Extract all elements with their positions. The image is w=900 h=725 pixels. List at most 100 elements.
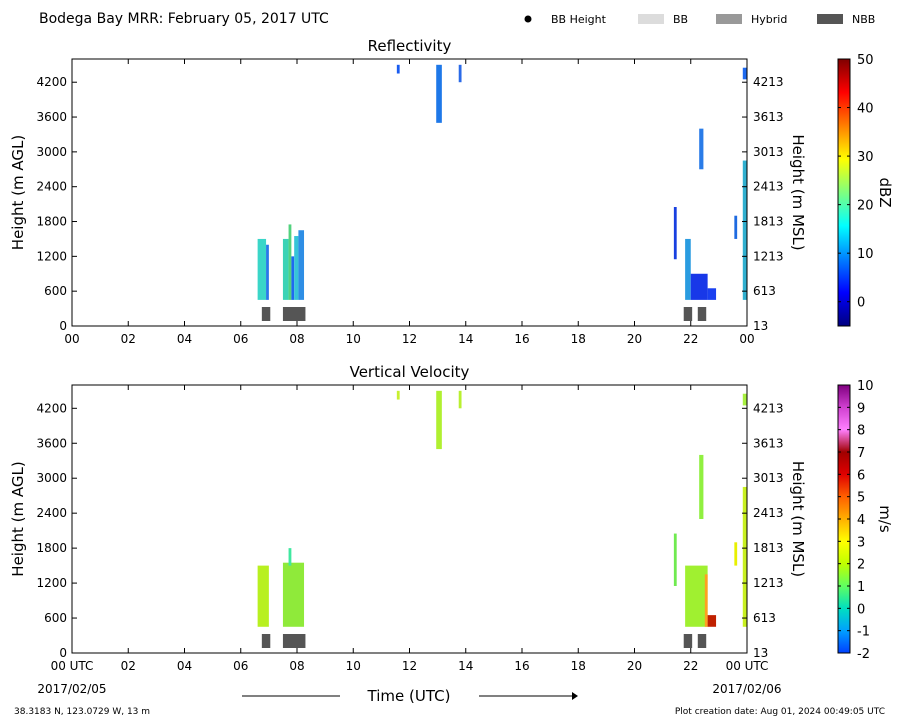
legend-label: NBB: [852, 13, 875, 26]
colorbar-tick-label: 6: [857, 468, 865, 483]
y-tick-label: 1800: [36, 215, 67, 229]
echo-cell: [291, 256, 295, 300]
colorbar-tick-label: 5: [857, 491, 865, 506]
panel-title: Reflectivity: [368, 37, 452, 55]
echo-cell: [742, 67, 747, 80]
x-tick-label: 08: [289, 332, 304, 346]
y-tick-label: 4200: [36, 75, 67, 89]
echo-cell: [742, 393, 747, 406]
colorbar-tick-label: 9: [857, 401, 865, 416]
echo-cell: [685, 565, 708, 627]
y-tick-label: 600: [44, 611, 67, 625]
colorbar-label: m/s: [876, 505, 894, 533]
x-tick-label: 04: [177, 332, 192, 346]
echo-cell: [699, 454, 704, 519]
y-tick-label: 3600: [36, 436, 67, 450]
colorbar-tick-label: 7: [857, 446, 865, 461]
echo-cell: [294, 236, 299, 300]
echo-cell: [257, 565, 269, 627]
x-tick-label: 00: [739, 332, 754, 346]
colorbar-tick-label: 30: [857, 150, 874, 165]
y-right-axis-label: Height (m MSL): [789, 134, 807, 250]
location-text: 38.3183 N, 123.0729 W, 13 m: [14, 707, 150, 717]
echo-cell: [458, 390, 462, 409]
echo-cell: [734, 215, 738, 239]
x-axis-title: Time (UTC): [367, 687, 451, 705]
x-tick-label: 02: [121, 332, 136, 346]
echo-cell: [396, 64, 400, 74]
y-tick-label: 600: [44, 284, 67, 298]
y-axis-label: Height (m AGL): [9, 135, 27, 250]
echo-cell: [458, 64, 462, 83]
nbb-marker: [261, 307, 271, 321]
y-right-tick-label: 3613: [753, 436, 784, 450]
legend: BB Height BB Hybrid NBB: [524, 13, 875, 26]
x-tick-label: 02: [121, 659, 136, 673]
y-right-tick-label: 4213: [753, 75, 784, 89]
nbb-marker: [282, 307, 306, 321]
colorbar-tick-label: 40: [857, 102, 874, 117]
legend-swatch: [817, 14, 843, 24]
x-tick-label: 20: [627, 332, 642, 346]
y-right-tick-label: 613: [753, 284, 776, 298]
echo-cell: [266, 244, 269, 300]
legend-bb-height-dot: [524, 15, 532, 23]
y-tick-label: 3000: [36, 145, 67, 159]
y-right-tick-label: 13: [753, 646, 768, 660]
legend-label: BB Height: [551, 13, 607, 26]
echo-cell: [257, 238, 267, 300]
colorbar-tick-label: 1: [857, 580, 865, 595]
echo-cell: [436, 64, 442, 123]
echo-cell: [298, 230, 305, 300]
x-tick-label: 00 UTC: [51, 659, 94, 673]
nbb-marker: [697, 634, 707, 648]
x-tick-label: 08: [289, 659, 304, 673]
y-tick-label: 0: [59, 319, 67, 333]
echo-cell: [685, 238, 691, 300]
x-tick-label: 20: [627, 659, 642, 673]
nbb-marker: [697, 307, 707, 321]
y-tick-label: 3000: [36, 471, 67, 485]
y-tick-label: 3600: [36, 110, 67, 124]
echo-cell: [742, 486, 747, 627]
echo-cell: [673, 207, 677, 260]
time-arrows: [242, 692, 578, 700]
y-right-tick-label: 3013: [753, 145, 784, 159]
echo-cell: [396, 390, 400, 400]
colorbar-tick-label: -2: [857, 647, 870, 662]
echo-cell: [734, 542, 738, 566]
creation-date-text: Plot creation date: Aug 01, 2024 00:49:0…: [675, 707, 885, 717]
arrow-head-icon: [572, 692, 578, 700]
colorbar-tick-label: 2: [857, 558, 865, 573]
y-right-tick-label: 1213: [753, 249, 784, 263]
y-right-axis-label: Height (m MSL): [789, 461, 807, 577]
echo-cell: [288, 224, 292, 300]
x-tick-label: 22: [683, 332, 698, 346]
colorbar-tick-label: 0: [857, 296, 865, 311]
colorbar-tick-label: 20: [857, 199, 874, 214]
panel-title: Vertical Velocity: [350, 363, 470, 381]
x-tick-label: 00: [64, 332, 79, 346]
y-tick-label: 0: [59, 646, 67, 660]
colorbar-tick-label: 10: [857, 247, 874, 262]
y-tick-label: 1200: [36, 576, 67, 590]
echo-cell: [699, 128, 704, 170]
y-tick-label: 1200: [36, 249, 67, 263]
plot-frame: [71, 58, 748, 327]
y-axis-label: Height (m AGL): [9, 461, 27, 576]
colorbar-tick-label: -1: [857, 625, 870, 640]
y-right-tick-label: 1813: [753, 215, 784, 229]
x-tick-label: 06: [233, 332, 248, 346]
echo-cell: [282, 562, 305, 627]
y-right-tick-label: 13: [753, 319, 768, 333]
legend-swatch: [716, 14, 742, 24]
end-date-label: 2017/02/06: [712, 682, 781, 696]
echo-cell: [282, 238, 289, 300]
colorbar-tick-label: 0: [857, 602, 865, 617]
x-tick-label: 10: [346, 659, 361, 673]
x-tick-label: 18: [571, 659, 586, 673]
figure-title: Bodega Bay MRR: February 05, 2017 UTC: [39, 11, 329, 27]
y-right-tick-label: 3013: [753, 471, 784, 485]
